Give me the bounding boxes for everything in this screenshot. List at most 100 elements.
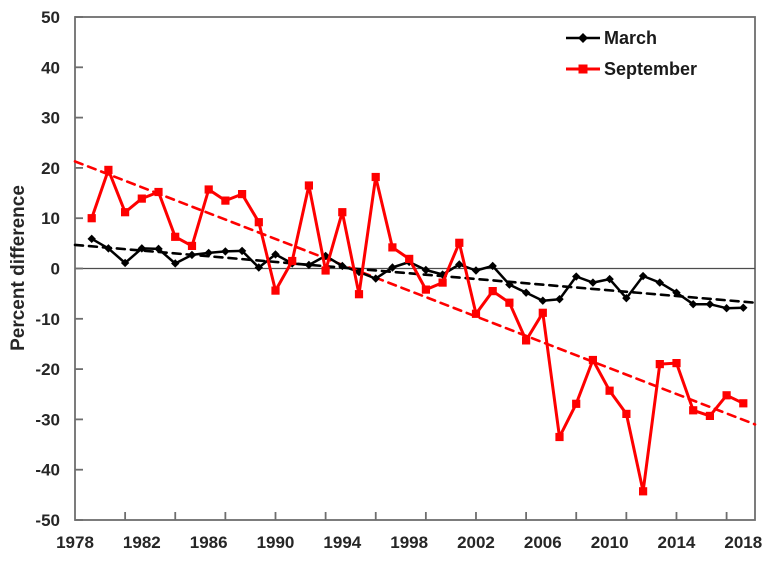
legend-item-september: September	[566, 59, 697, 79]
september-point	[87, 214, 96, 223]
march-line	[90, 237, 745, 310]
september-legend-label: September	[604, 59, 697, 79]
september-legend-square-marker	[578, 64, 588, 74]
march-point	[688, 300, 698, 309]
march-point	[137, 244, 147, 253]
september-point	[354, 290, 364, 299]
march-point	[505, 280, 514, 289]
september-point	[137, 194, 146, 203]
march-point	[104, 244, 113, 253]
september-point	[471, 309, 481, 318]
september-point	[555, 432, 564, 442]
september-point	[622, 409, 631, 418]
march-point	[672, 288, 681, 297]
september-point	[121, 208, 130, 217]
march-point	[555, 294, 564, 304]
y-tick-label: 0	[51, 260, 60, 279]
legend: March September	[566, 28, 697, 79]
march-point	[455, 260, 464, 269]
march-point	[338, 261, 347, 271]
y-tick-label: 20	[41, 159, 60, 178]
y-axis-title: Percent difference	[8, 185, 29, 351]
september-point	[689, 406, 698, 415]
y-tick-label: 30	[41, 109, 60, 128]
legend-item-march: March	[566, 28, 657, 48]
march-point	[471, 266, 481, 275]
september-point	[505, 298, 514, 307]
september-point	[605, 386, 614, 395]
september-point	[639, 487, 648, 496]
x-tick-label: 2002	[457, 533, 495, 552]
march-point	[237, 246, 247, 256]
y-tick-label: -30	[35, 410, 60, 429]
y-tick-label: 40	[41, 58, 60, 77]
september-point	[104, 165, 113, 174]
september-point	[672, 359, 681, 368]
september-point	[338, 208, 347, 217]
september-point	[722, 391, 731, 400]
september-point	[522, 336, 531, 345]
x-tick-label: 1982	[123, 533, 161, 552]
september-point	[154, 187, 163, 197]
x-tick-label: 1990	[257, 533, 295, 552]
x-tick-label: 1986	[190, 533, 228, 552]
september-point	[405, 254, 414, 263]
march-point	[739, 303, 748, 312]
series-layer	[73, 160, 757, 496]
september-point	[538, 308, 547, 317]
march-point	[705, 300, 715, 309]
september-point	[204, 185, 213, 194]
march-point	[271, 250, 280, 259]
september-trend-line	[73, 160, 757, 426]
x-tick-label: 1978	[56, 533, 94, 552]
september-point	[655, 360, 664, 369]
x-tick-label: 2018	[724, 533, 762, 552]
x-tick-label: 2010	[591, 533, 629, 552]
september-point	[171, 232, 180, 241]
x-tick-label: 2006	[524, 533, 562, 552]
march-point	[154, 244, 163, 254]
march-point	[622, 293, 631, 303]
march-point	[655, 278, 664, 287]
march-point	[187, 250, 197, 260]
september-point	[705, 411, 714, 420]
september-point	[221, 196, 230, 205]
september-point	[438, 278, 447, 287]
march-point	[87, 234, 96, 244]
march-point	[204, 248, 213, 258]
march-point	[521, 288, 531, 297]
march-point	[371, 274, 380, 283]
march-point	[254, 263, 263, 272]
march-point	[605, 274, 614, 284]
september-point	[388, 243, 397, 252]
y-tick-label: -50	[35, 511, 60, 530]
march-point	[538, 296, 548, 305]
september-point	[421, 285, 430, 294]
september-point	[488, 287, 497, 296]
y-tick-label: -40	[35, 461, 60, 480]
march-point	[421, 265, 431, 275]
march-point	[171, 259, 180, 268]
march-point	[488, 261, 497, 271]
september-point	[238, 190, 247, 199]
y-tick-label: -10	[35, 310, 60, 329]
march-point	[120, 258, 130, 268]
september-point	[271, 286, 280, 295]
march-point	[638, 271, 648, 281]
march-point	[572, 272, 581, 281]
march-point	[588, 278, 598, 287]
september-point	[187, 241, 197, 250]
x-tick-label: 2014	[658, 533, 696, 552]
march-legend-label: March	[604, 28, 657, 48]
march-point	[388, 263, 397, 272]
september-point	[254, 218, 263, 227]
september-point	[371, 172, 380, 182]
september-point	[739, 399, 748, 408]
september-point	[455, 238, 464, 247]
september-point	[288, 256, 297, 266]
september-markers	[87, 165, 748, 496]
september-line	[90, 168, 745, 493]
y-tick-label: -20	[35, 360, 60, 379]
x-tick-label: 1998	[390, 533, 428, 552]
